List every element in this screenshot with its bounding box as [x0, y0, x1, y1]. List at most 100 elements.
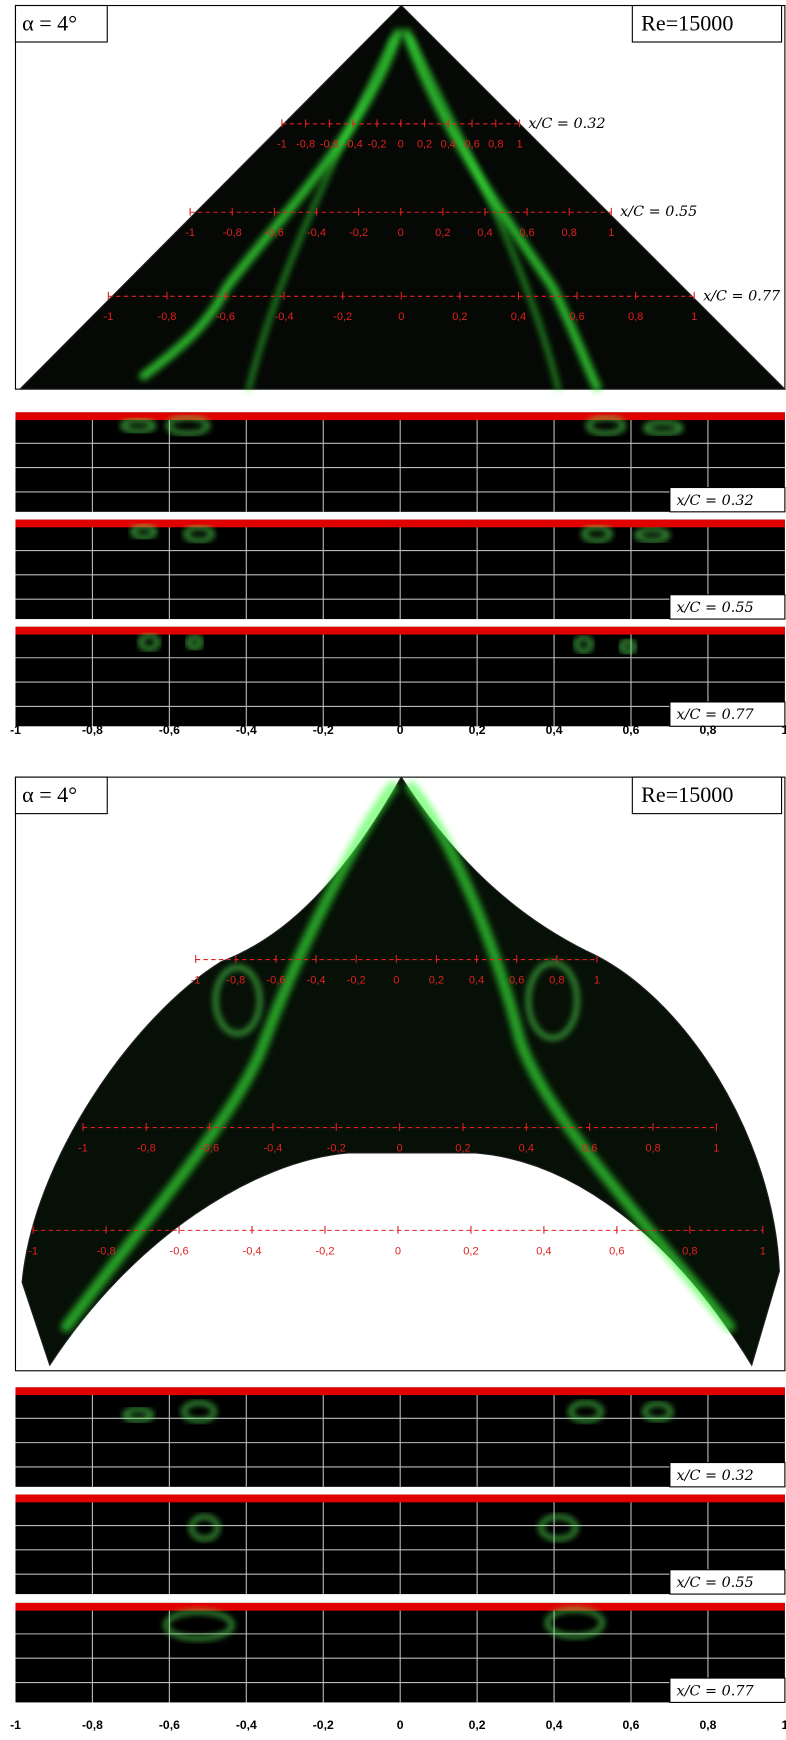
axis-tick-label: 0,2: [469, 723, 486, 737]
station-tick-label: 0,2: [435, 227, 450, 239]
axis-tick-label: -1: [10, 1718, 21, 1732]
station-tick-label: 0,8: [488, 139, 503, 151]
station-tick-label: 0: [393, 974, 399, 986]
station-tick-label: 0: [398, 311, 404, 323]
figure: α = 4° Re=15000 -1 -0,8 -0,6 -0,4 -0,2 0 0,2 0,4 0…: [0, 0, 786, 1740]
station-tick-label: 1: [608, 227, 614, 239]
station-tick-label: 0,6: [519, 227, 534, 239]
axis-tick-label: 0,4: [546, 1718, 563, 1732]
station-tick-label: -0,8: [296, 139, 315, 151]
section-bar: [15, 627, 784, 635]
station-tick-label: 0,8: [682, 1245, 697, 1257]
station-tick-label: 1: [713, 1142, 719, 1154]
axis-tick-label: 0,2: [469, 1718, 486, 1732]
section-bar: [15, 1495, 784, 1503]
station-tick-label: -0,4: [307, 227, 326, 239]
station-label: x/C = 0.55: [620, 204, 697, 220]
station-tick-label: -0,4: [344, 139, 363, 151]
axis-tick-label: 0: [397, 1718, 404, 1732]
axis-tick-label: -0,8: [82, 1718, 103, 1732]
station-tick-label: 0,8: [562, 227, 577, 239]
station-tick-label: -0,6: [170, 1245, 189, 1257]
station-tick-label: 0,6: [609, 1245, 624, 1257]
section-label: x/C = 0.32: [677, 1468, 754, 1484]
station-tick-label: -0,6: [200, 1142, 219, 1154]
alpha-label: α = 4°: [22, 782, 77, 807]
station-tick-label: 0,2: [463, 1245, 478, 1257]
station-tick-label: -0,6: [320, 139, 339, 151]
section-bar: [15, 412, 784, 420]
station-tick-label: 0,2: [455, 1142, 470, 1154]
station-tick-label: -1: [191, 974, 201, 986]
axis-tick-label: 0,8: [699, 1718, 716, 1732]
station-tick-label: -0,2: [333, 311, 352, 323]
station-tick-label: -0,2: [367, 139, 386, 151]
station-tick-label: -0,8: [137, 1142, 156, 1154]
station-tick-label: -0,2: [347, 974, 366, 986]
section-bar: [15, 1387, 784, 1395]
axis-tick-label: 0,4: [546, 723, 563, 737]
station-tick-label: 1: [691, 311, 697, 323]
axis-tick-label: 0: [397, 723, 404, 737]
station-tick-label: -0,8: [223, 227, 242, 239]
axis-tick-label: -0,6: [159, 723, 180, 737]
station-tick-label: 0,2: [429, 974, 444, 986]
station-tick-label: -0,4: [275, 311, 294, 323]
station-tick-label: -0,6: [216, 311, 235, 323]
station-tick-label: 0,4: [441, 139, 456, 151]
station-tick-label: -1: [277, 139, 287, 151]
station-tick-label: 0,4: [536, 1245, 551, 1257]
axis-tick-label: -1: [10, 723, 21, 737]
station-tick-label: 1: [516, 139, 522, 151]
station-tick-label: 0: [397, 1142, 403, 1154]
station-tick-label: 0,4: [469, 974, 484, 986]
station-tick-label: -0,8: [157, 311, 176, 323]
station-tick-label: 0,2: [452, 311, 467, 323]
station-tick-label: 0: [398, 227, 404, 239]
station-tick-label: -1: [185, 227, 195, 239]
axis-tick-label: 0,6: [623, 1718, 640, 1732]
axis-tick-label: -0,2: [313, 1718, 334, 1732]
station-tick-label: 0,8: [628, 311, 643, 323]
section-label: x/C = 0.77: [677, 1683, 755, 1699]
station-tick-label: 0: [395, 1245, 401, 1257]
page: {"panels":[ {"alpha":"α = 4°","re":"Re=1…: [0, 0, 786, 1740]
axis-tick-label: 0,6: [623, 723, 640, 737]
station-tick-label: 0,8: [645, 1142, 660, 1154]
station-tick-label: 0,4: [511, 311, 526, 323]
section-label: x/C = 0.55: [677, 1575, 754, 1591]
station-tick-label: 0,2: [417, 139, 432, 151]
station-tick-label: 0,6: [569, 311, 584, 323]
station-tick-label: -0,8: [97, 1245, 116, 1257]
station-tick-label: 0: [398, 139, 404, 151]
axis-tick-label: -0,4: [236, 723, 257, 737]
station-tick-label: 0,6: [464, 139, 479, 151]
axis-tick-label: 1: [782, 723, 786, 737]
station-tick-label: -0,6: [265, 227, 284, 239]
station-tick-label: -0,2: [349, 227, 368, 239]
section-label: x/C = 0.77: [677, 707, 755, 723]
section-label: x/C = 0.32: [677, 493, 754, 509]
station-tick-label: 1: [594, 974, 600, 986]
station-label: x/C = 0.77: [703, 288, 781, 304]
station-tick-label: -0,6: [266, 974, 285, 986]
station-tick-label: 0,4: [477, 227, 492, 239]
re-label: Re=15000: [641, 782, 733, 807]
axis-tick-label: -0,6: [159, 1718, 180, 1732]
re-label: Re=15000: [641, 11, 733, 36]
station-tick-label: -0,4: [307, 974, 326, 986]
station-tick-label: 0,8: [549, 974, 564, 986]
station-tick-label: -0,4: [243, 1245, 262, 1257]
section-bar: [15, 520, 784, 528]
station-label: x/C = 0.32: [528, 116, 605, 132]
station-tick-label: -1: [103, 311, 113, 323]
axis-tick-label: -0,8: [82, 723, 103, 737]
axis-tick-label: -0,4: [236, 1718, 257, 1732]
station-tick-label: 0,6: [582, 1142, 597, 1154]
axis-tick-label: 0,8: [699, 723, 716, 737]
axis-tick-label: -0,2: [313, 723, 334, 737]
section-label: x/C = 0.55: [677, 600, 754, 616]
station-tick-label: -0,4: [263, 1142, 282, 1154]
station-tick-label: -0,2: [327, 1142, 346, 1154]
alpha-label: α = 4°: [22, 11, 77, 36]
